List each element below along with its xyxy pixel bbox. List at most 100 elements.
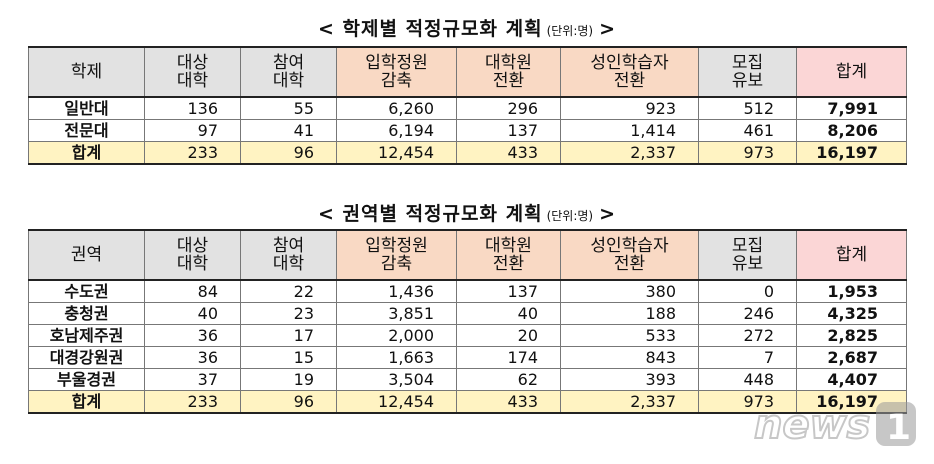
table-cell: 393 — [560, 368, 699, 391]
header-cell: 참여 대학 — [240, 46, 337, 98]
table2-title: < 권역별 적정규모화 계획 (단위:명) > — [0, 199, 934, 226]
table-cell: 37 — [144, 368, 241, 391]
table-cell: 62 — [456, 368, 561, 391]
table-row: 부울경권 37 19 3,504 62 393 448 4,407 — [28, 368, 907, 391]
row-label: 합계 — [28, 141, 145, 165]
table-cell: 843 — [560, 346, 699, 369]
table-cell: 12,454 — [336, 141, 457, 165]
table-cell: 15 — [240, 346, 337, 369]
row-total: 7,991 — [796, 96, 907, 120]
table-row: 일반대 136 55 6,260 296 923 512 7,991 — [28, 96, 907, 120]
table1-title-end: > — [599, 18, 617, 40]
table-cell: 97 — [144, 119, 241, 142]
row-total: 2,825 — [796, 324, 907, 347]
table-cell: 1,663 — [336, 346, 457, 369]
table2-body: 수도권 84 22 1,436 137 380 0 1,953 충청권 40 23 3,851 40 18… — [28, 279, 907, 414]
table-cell: 2,337 — [560, 390, 699, 414]
table2-title-end: > — [599, 203, 617, 225]
table-row: 합계 233 96 12,454 433 2,337 973 16,197 — [28, 141, 907, 165]
row-label: 호남제주권 — [28, 324, 145, 347]
table-cell: 36 — [144, 346, 241, 369]
header-cell: 학제 — [28, 46, 145, 98]
row-label: 전문대 — [28, 119, 145, 142]
table-cell: 296 — [456, 96, 561, 120]
table-row: 호남제주권 36 17 2,000 20 533 272 2,825 — [28, 324, 907, 347]
table-cell: 20 — [456, 324, 561, 347]
table-cell: 7 — [698, 346, 797, 369]
table-cell: 0 — [698, 279, 797, 303]
row-total: 4,325 — [796, 302, 907, 325]
table-cell: 433 — [456, 141, 561, 165]
table-cell: 12,454 — [336, 390, 457, 414]
row-label: 합계 — [28, 390, 145, 414]
table-cell: 923 — [560, 96, 699, 120]
table-cell: 55 — [240, 96, 337, 120]
table2-header-row: 권역 대상 대학 참여 대학 입학정원 감축 대학원 전환 성인학습자 전환 모집 유보 합… — [28, 229, 907, 281]
table-cell: 17 — [240, 324, 337, 347]
table-cell: 188 — [560, 302, 699, 325]
header-cell: 입학정원 감축 — [336, 229, 457, 281]
row-total: 16,197 — [796, 390, 907, 414]
header-cell: 입학정원 감축 — [336, 46, 457, 98]
table-cell: 246 — [698, 302, 797, 325]
table-row: 충청권 40 23 3,851 40 188 246 4,325 — [28, 302, 907, 325]
table-by-school-type: 학제 대상 대학 참여 대학 입학정원 감축 대학원 전환 성인학습자 전환 모집 유보 합… — [28, 46, 907, 165]
header-cell: 성인학습자 전환 — [560, 229, 699, 281]
table-cell: 40 — [456, 302, 561, 325]
table2-unit: (단위:명) — [546, 209, 594, 223]
table-cell: 533 — [560, 324, 699, 347]
header-cell: 참여 대학 — [240, 229, 337, 281]
table-cell: 461 — [698, 119, 797, 142]
table-cell: 448 — [698, 368, 797, 391]
row-label: 대경강원권 — [28, 346, 145, 369]
table-cell: 380 — [560, 279, 699, 303]
table-cell: 22 — [240, 279, 337, 303]
table-cell: 1,436 — [336, 279, 457, 303]
table-cell: 973 — [698, 390, 797, 414]
table1-unit: (단위:명) — [546, 24, 594, 38]
row-total: 1,953 — [796, 279, 907, 303]
row-label: 충청권 — [28, 302, 145, 325]
header-cell: 합계 — [796, 229, 907, 281]
table1-body: 일반대 136 55 6,260 296 923 512 7,991 전문대 97 41 6,194 1… — [28, 96, 907, 165]
table-cell: 2,337 — [560, 141, 699, 165]
table-cell: 136 — [144, 96, 241, 120]
table-cell: 137 — [456, 119, 561, 142]
table-cell: 2,000 — [336, 324, 457, 347]
table-cell: 973 — [698, 141, 797, 165]
table-cell: 23 — [240, 302, 337, 325]
header-cell: 합계 — [796, 46, 907, 98]
table-cell: 84 — [144, 279, 241, 303]
row-total: 4,407 — [796, 368, 907, 391]
table-row: 수도권 84 22 1,436 137 380 0 1,953 — [28, 279, 907, 303]
table-row: 합계 233 96 12,454 433 2,337 973 16,197 — [28, 390, 907, 414]
row-label: 부울경권 — [28, 368, 145, 391]
row-total: 16,197 — [796, 141, 907, 165]
table-cell: 6,260 — [336, 96, 457, 120]
header-cell: 대학원 전환 — [456, 229, 561, 281]
table-cell: 96 — [240, 141, 337, 165]
header-cell: 대상 대학 — [144, 229, 241, 281]
table-row: 전문대 97 41 6,194 137 1,414 461 8,206 — [28, 119, 907, 142]
table-cell: 96 — [240, 390, 337, 414]
header-cell: 권역 — [28, 229, 145, 281]
table-row: 대경강원권 36 15 1,663 174 843 7 2,687 — [28, 346, 907, 369]
table1-title-text: < 학제별 적정규모화 계획 — [317, 18, 543, 40]
header-cell: 대상 대학 — [144, 46, 241, 98]
table-cell: 433 — [456, 390, 561, 414]
table-cell: 19 — [240, 368, 337, 391]
table-by-region: 권역 대상 대학 참여 대학 입학정원 감축 대학원 전환 성인학습자 전환 모집 유보 합… — [28, 229, 907, 414]
table-cell: 272 — [698, 324, 797, 347]
row-total: 2,687 — [796, 346, 907, 369]
header-cell: 대학원 전환 — [456, 46, 561, 98]
table-cell: 41 — [240, 119, 337, 142]
table-cell: 40 — [144, 302, 241, 325]
table-cell: 174 — [456, 346, 561, 369]
table-cell: 137 — [456, 279, 561, 303]
table-cell: 3,504 — [336, 368, 457, 391]
table-cell: 1,414 — [560, 119, 699, 142]
table1-title: < 학제별 적정규모화 계획 (단위:명) > — [0, 14, 934, 41]
header-cell: 모집 유보 — [698, 46, 797, 98]
table-cell: 6,194 — [336, 119, 457, 142]
table-cell: 512 — [698, 96, 797, 120]
